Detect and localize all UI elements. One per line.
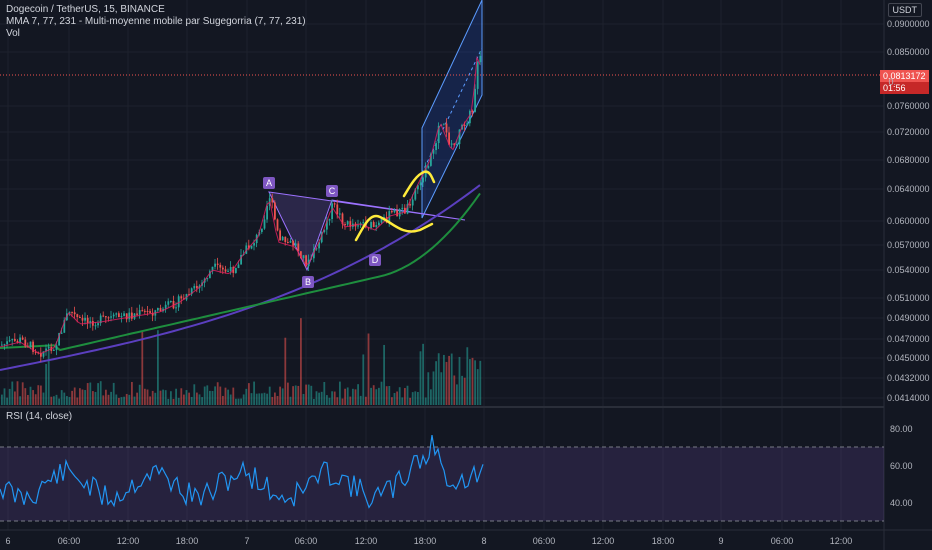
- price-tick-label: 0.0432000: [887, 373, 930, 383]
- label-b-text: B: [305, 277, 311, 287]
- price-tick-label: 0.0680000: [887, 155, 930, 165]
- time-tick-label: 06:00: [58, 536, 81, 546]
- price-tick-label: 0.0570000: [887, 240, 930, 250]
- time-tick-label: 06:00: [295, 536, 318, 546]
- price-tick-label: 0.0450000: [887, 353, 930, 363]
- rsi-legend[interactable]: RSI (14, close): [6, 411, 73, 422]
- time-tick-label: 18:00: [414, 536, 437, 546]
- ma-231-line: [0, 184, 481, 371]
- price-tick-label: 0.0720000: [887, 127, 930, 137]
- price-tick-label: 0.0600000: [887, 216, 930, 226]
- label-a-text: A: [266, 178, 272, 188]
- currency-badge[interactable]: USDT: [887, 3, 922, 17]
- label-a[interactable]: A: [263, 177, 275, 189]
- time-tick-label: 12:00: [117, 536, 140, 546]
- price-axis[interactable]: 0.0900000 0.0850000 0.0760000 0.0720000 0.06…: [887, 19, 930, 403]
- label-c-text: C: [329, 186, 336, 196]
- ma-7-line: [0, 55, 481, 354]
- rsi-tick-label: 40.00: [890, 498, 913, 508]
- abcd-pattern[interactable]: [268, 191, 466, 272]
- rsi-tick-label: 80.00: [890, 424, 913, 434]
- time-tick-label: 7: [244, 536, 249, 546]
- price-tick-label: 0.0850000: [887, 47, 930, 57]
- time-tick-label: 12:00: [830, 536, 853, 546]
- freehand-annotation-2[interactable]: [402, 170, 436, 198]
- time-tick-label: 12:00: [592, 536, 615, 546]
- ma-77-line: [0, 192, 481, 352]
- current-price-tag: 0.0813172: [880, 70, 929, 82]
- label-d-text: D: [372, 255, 379, 265]
- freehand-annotation[interactable]: [354, 214, 434, 242]
- volume-legend[interactable]: Vol: [6, 28, 20, 39]
- label-c[interactable]: C: [326, 185, 338, 197]
- time-tick-label: 6: [5, 536, 10, 546]
- time-tick-label: 06:00: [771, 536, 794, 546]
- partial-tick-label: 0.: [888, 77, 896, 87]
- rsi-background-band: [0, 447, 884, 521]
- time-tick-label: 12:00: [355, 536, 378, 546]
- time-tick-label: 8: [481, 536, 486, 546]
- rsi-axis[interactable]: 80.00 60.00 40.00: [890, 424, 913, 508]
- label-d[interactable]: D: [369, 254, 381, 266]
- countdown-tag: 01:56: [880, 82, 929, 94]
- chart-title: Dogecoin / TetherUS, 15, BINANCE: [6, 4, 165, 15]
- rsi-tick-label: 60.00: [890, 461, 913, 471]
- volume-bars: [1, 318, 482, 405]
- price-tick-label: 0.0510000: [887, 293, 930, 303]
- time-axis[interactable]: 6 06:00 12:00 18:00 7 06:00 12:00 18:00 8 06:00 12…: [5, 536, 852, 546]
- price-tick-label: 0.0414000: [887, 393, 930, 403]
- channel-midline: [421, 47, 483, 174]
- time-tick-label: 18:00: [652, 536, 675, 546]
- parallel-channel[interactable]: [421, 0, 483, 219]
- price-candles[interactable]: [1, 50, 482, 362]
- time-tick-label: 18:00: [176, 536, 199, 546]
- price-tick-label: 0.0490000: [887, 313, 930, 323]
- price-tick-label: 0.0470000: [887, 334, 930, 344]
- price-tick-label: 0.0540000: [887, 265, 930, 275]
- indicator-legend[interactable]: MMA 7, 77, 231 - Multi-moyenne mobile pa…: [6, 16, 306, 27]
- time-tick-label: 9: [718, 536, 723, 546]
- price-tick-label: 0.0640000: [887, 184, 930, 194]
- rsi-line: [0, 435, 484, 509]
- price-tick-label: 0.0760000: [887, 101, 930, 111]
- label-b[interactable]: B: [302, 276, 314, 288]
- price-tick-label: 0.0900000: [887, 19, 930, 29]
- time-tick-label: 06:00: [533, 536, 556, 546]
